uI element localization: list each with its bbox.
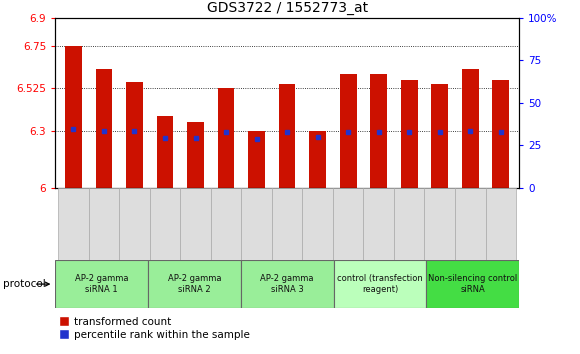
Bar [157, 116, 173, 188]
Bar [340, 74, 357, 188]
Bar [180, 188, 211, 260]
Bar [55, 260, 148, 308]
Text: protocol: protocol [3, 279, 46, 289]
Title: GDS3722 / 1552773_at: GDS3722 / 1552773_at [206, 1, 368, 15]
Bar [65, 46, 82, 188]
Bar [334, 260, 426, 308]
Bar [425, 188, 455, 260]
Bar [211, 188, 241, 260]
Bar [150, 188, 180, 260]
Bar [394, 188, 425, 260]
Bar [187, 121, 204, 188]
Text: AP-2 gamma
siRNA 1: AP-2 gamma siRNA 1 [75, 274, 128, 294]
Bar [333, 188, 364, 260]
Bar [89, 188, 119, 260]
Bar [485, 188, 516, 260]
Bar [279, 84, 295, 188]
Bar [218, 88, 234, 188]
Bar [272, 188, 302, 260]
Bar [455, 188, 485, 260]
Bar [401, 80, 418, 188]
Text: Non-silencing control
siRNA: Non-silencing control siRNA [428, 274, 517, 294]
Bar [148, 260, 241, 308]
Bar [241, 260, 334, 308]
Bar [492, 80, 509, 188]
Bar [58, 188, 89, 260]
Bar [364, 188, 394, 260]
Bar [241, 188, 272, 260]
Bar [119, 188, 150, 260]
Bar [370, 74, 387, 188]
Bar [96, 69, 113, 188]
Text: AP-2 gamma
siRNA 3: AP-2 gamma siRNA 3 [260, 274, 314, 294]
Bar [302, 188, 333, 260]
Bar [462, 69, 478, 188]
Bar [248, 131, 265, 188]
Bar [126, 82, 143, 188]
Bar [309, 131, 326, 188]
Bar [432, 84, 448, 188]
Text: control (transfection
reagent): control (transfection reagent) [337, 274, 423, 294]
Bar [426, 260, 519, 308]
Legend: transformed count, percentile rank within the sample: transformed count, percentile rank withi… [60, 317, 250, 340]
Text: AP-2 gamma
siRNA 2: AP-2 gamma siRNA 2 [168, 274, 221, 294]
